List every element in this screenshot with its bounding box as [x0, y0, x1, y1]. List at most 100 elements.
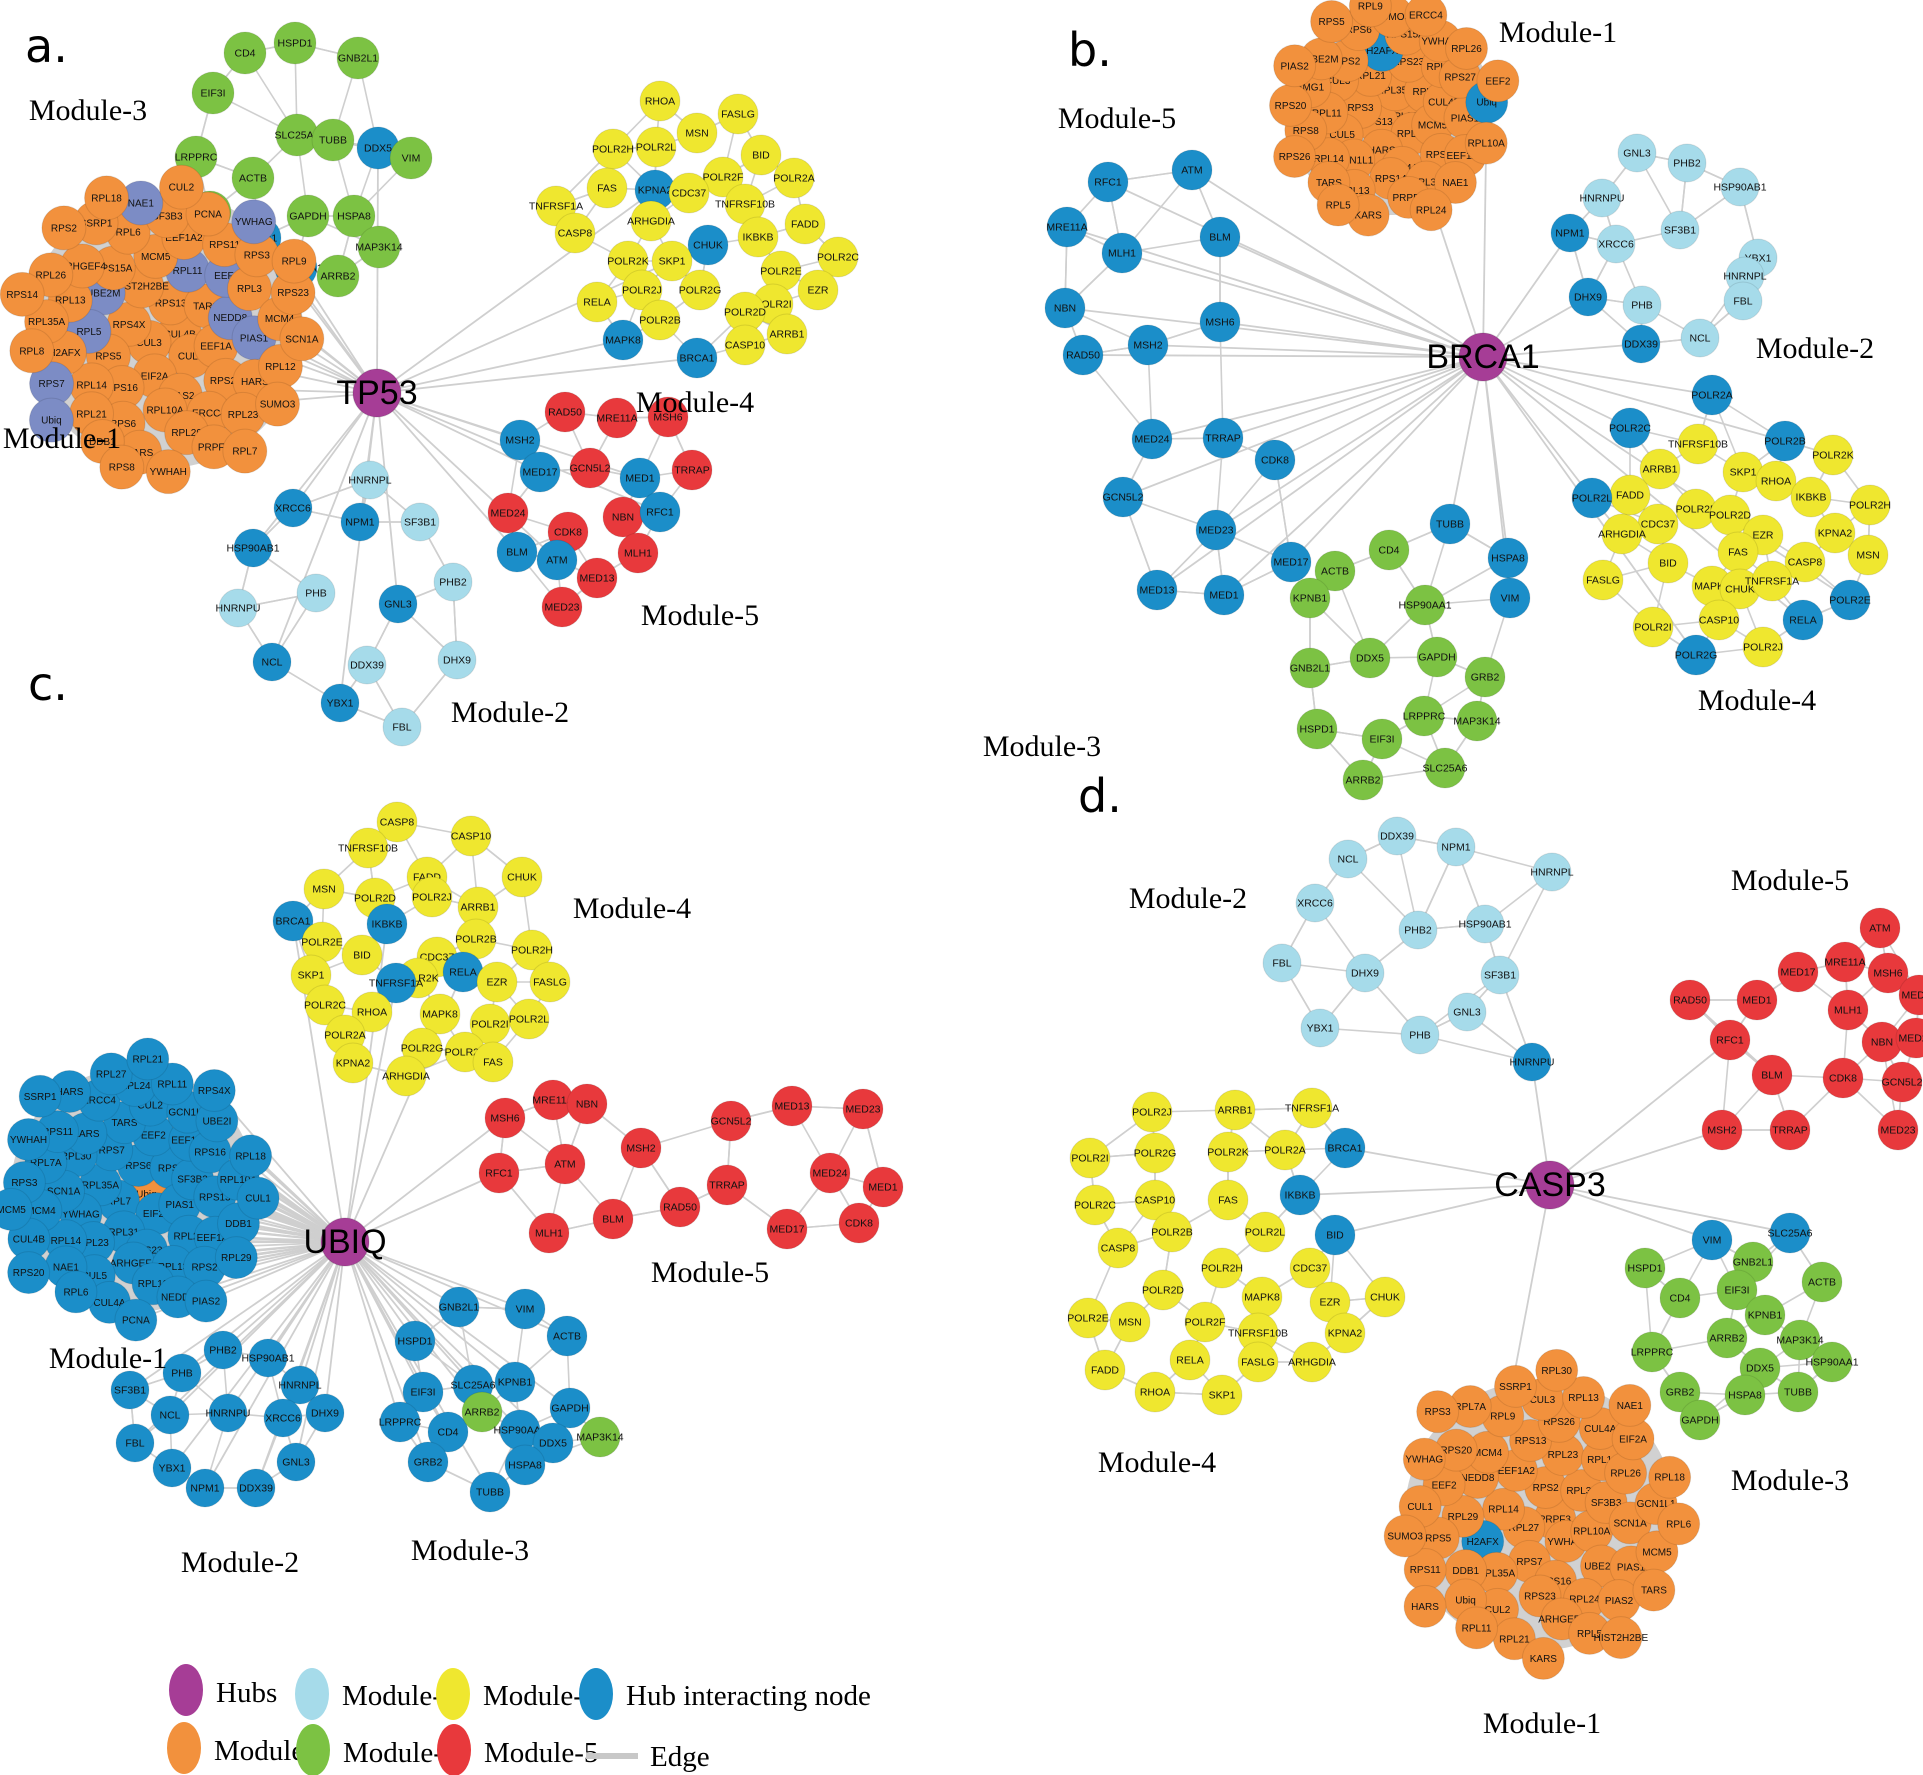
node-BID[interactable]	[1647, 542, 1689, 584]
node-POLR2H[interactable]	[1201, 1247, 1243, 1289]
node-SLC25A6[interactable]	[1424, 747, 1466, 789]
node-MAPK8[interactable]	[602, 319, 644, 361]
node-ATM[interactable]	[536, 539, 578, 581]
node-HNRNPL[interactable]	[1532, 852, 1572, 892]
node-MED17[interactable]	[766, 1208, 808, 1250]
node-ARRB2[interactable]	[316, 254, 360, 298]
node-POLR2F[interactable]	[1675, 488, 1717, 530]
node-HSP90AB1[interactable]	[1465, 904, 1505, 944]
node-MLH1[interactable]	[1101, 232, 1143, 274]
node-HSPD1[interactable]	[394, 1320, 436, 1362]
node-RPL18[interactable]	[1648, 1455, 1692, 1499]
node-FBL[interactable]	[1262, 943, 1302, 983]
node-NCL[interactable]	[252, 642, 292, 682]
node-CUL2[interactable]	[158, 164, 204, 210]
node-TNFRSF10B[interactable]	[1677, 423, 1719, 465]
node-RPS2[interactable]	[41, 205, 87, 251]
node-TRRAP[interactable]	[706, 1164, 748, 1206]
node-LRPPRC[interactable]	[1631, 1331, 1673, 1373]
node-XRCC6[interactable]	[1596, 224, 1636, 264]
node-POLR2C[interactable]	[1074, 1184, 1116, 1226]
node-POLR2F[interactable]	[702, 156, 744, 198]
node-POLR2L[interactable]	[1244, 1211, 1286, 1253]
node-FAS[interactable]	[1717, 531, 1759, 573]
node-RPL21[interactable]	[126, 1037, 170, 1081]
node-TRRAP[interactable]	[671, 449, 713, 491]
node-CASP10[interactable]	[450, 815, 492, 857]
node-TUBB[interactable]	[1429, 503, 1471, 545]
node-KPNA2[interactable]	[332, 1042, 374, 1084]
node-ATM[interactable]	[1859, 907, 1901, 949]
node-TNFRSF10B[interactable]	[347, 827, 389, 869]
node-HNRNPL[interactable]	[350, 460, 390, 500]
node-RAD50[interactable]	[1669, 979, 1711, 1021]
node-RELA[interactable]	[576, 281, 618, 323]
node-PIAS2[interactable]	[1273, 44, 1317, 88]
node-RPS3[interactable]	[1416, 1390, 1460, 1434]
node-TNFRSF1A[interactable]	[1751, 560, 1793, 602]
node-GCN5L2[interactable]	[569, 447, 611, 489]
node-NCL[interactable]	[150, 1395, 190, 1435]
node-PHB2[interactable]	[1398, 910, 1438, 950]
node-MLH1[interactable]	[1827, 989, 1869, 1031]
node-CASP10[interactable]	[1134, 1179, 1176, 1221]
node-TUBB[interactable]	[469, 1471, 511, 1513]
node-ERCC4[interactable]	[1404, 0, 1448, 37]
node-FBL[interactable]	[1723, 281, 1763, 321]
node-YBX1[interactable]	[320, 683, 360, 723]
node-HARS[interactable]	[1403, 1584, 1447, 1628]
node-MED1[interactable]	[862, 1166, 904, 1208]
node-POLR2B[interactable]	[1151, 1211, 1193, 1253]
node-MED23[interactable]	[541, 586, 583, 628]
node-RPL27[interactable]	[89, 1052, 133, 1096]
node-IKBKB[interactable]	[737, 216, 779, 258]
node-HNRNPU[interactable]	[1582, 178, 1622, 218]
node-TUBB[interactable]	[311, 118, 355, 162]
node-GNL3[interactable]	[1617, 133, 1657, 173]
node-POLR2G[interactable]	[679, 269, 721, 311]
node-ARRB1[interactable]	[1214, 1089, 1256, 1131]
node-HSP90AA1[interactable]	[1404, 584, 1446, 626]
node-PCNA[interactable]	[114, 1298, 158, 1342]
node-RPL29[interactable]	[214, 1236, 258, 1280]
node-HNRNPU[interactable]	[1512, 1042, 1552, 1082]
node-HSPD1[interactable]	[273, 21, 317, 65]
node-CDC37[interactable]	[668, 172, 710, 214]
node-GNB2L1[interactable]	[438, 1286, 480, 1328]
node-ACTB[interactable]	[1801, 1261, 1843, 1303]
node-PHB[interactable]	[1622, 285, 1662, 325]
node-RPL18[interactable]	[229, 1134, 273, 1178]
node-POLR2J[interactable]	[1742, 626, 1784, 668]
node-FASLG[interactable]	[1237, 1341, 1279, 1383]
node-SSRP1[interactable]	[1493, 1364, 1537, 1408]
node-GAPDH[interactable]	[1416, 636, 1458, 678]
node-ARHGDIA[interactable]	[1601, 513, 1643, 555]
node-MAP3K14[interactable]	[1456, 700, 1498, 742]
node-MED1[interactable]	[1736, 979, 1778, 1021]
node-BLM[interactable]	[496, 531, 538, 573]
node-POLR2K[interactable]	[1207, 1131, 1249, 1173]
node-PHB[interactable]	[296, 573, 336, 613]
node-SUMO3[interactable]	[1383, 1514, 1427, 1558]
node-GRB2[interactable]	[1464, 656, 1506, 698]
node-RELA[interactable]	[1782, 599, 1824, 641]
node-YWHAH[interactable]	[7, 1117, 51, 1161]
node-NPM1[interactable]	[340, 502, 380, 542]
node-MAP3K14[interactable]	[357, 225, 401, 269]
node-EIF3I[interactable]	[402, 1371, 444, 1413]
node-CDK8[interactable]	[838, 1202, 880, 1244]
node-POLR2C[interactable]	[1609, 407, 1651, 449]
node-POLR2H[interactable]	[592, 128, 634, 170]
node-POLR2L[interactable]	[635, 126, 677, 168]
node-HSPA8[interactable]	[1487, 537, 1529, 579]
node-POLR2C[interactable]	[817, 236, 859, 278]
node-SF3B1[interactable]	[400, 502, 440, 542]
node-RFC1[interactable]	[639, 491, 681, 533]
node-RPL9[interactable]	[271, 238, 317, 284]
node-NAE1[interactable]	[1433, 161, 1477, 205]
node-POLR2J[interactable]	[1131, 1091, 1173, 1133]
node-FAS[interactable]	[586, 167, 628, 209]
node-CHUK[interactable]	[501, 856, 543, 898]
node-ATM[interactable]	[544, 1143, 586, 1185]
node-GCN5L2[interactable]	[710, 1100, 752, 1142]
